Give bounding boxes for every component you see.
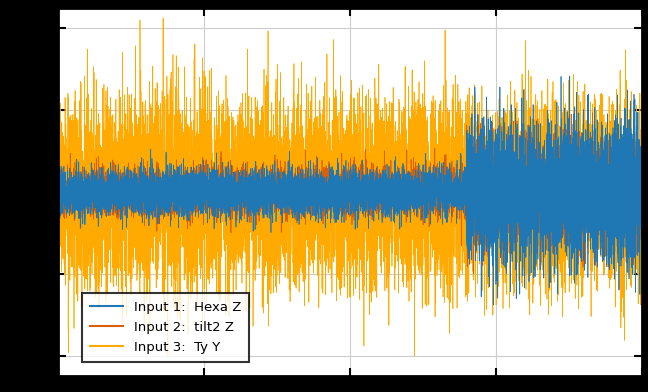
Legend: Input 1:  Hexa Z, Input 2:  tilt2 Z, Input 3:  Ty Y: Input 1: Hexa Z, Input 2: tilt2 Z, Input…: [82, 293, 249, 362]
